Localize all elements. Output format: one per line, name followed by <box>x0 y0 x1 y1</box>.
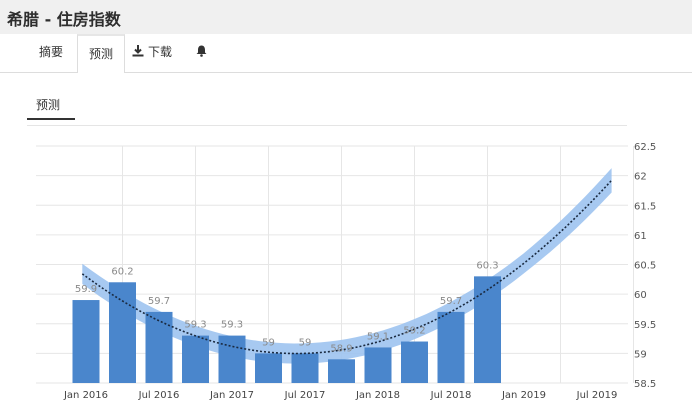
bar-2018Q3 <box>437 311 465 383</box>
bar-2017Q1 <box>218 335 246 383</box>
tab-download-label: 下载 <box>148 45 173 59</box>
subtab-forecast[interactable]: 预测 <box>36 98 61 112</box>
y-tick-label-2: 59.5 <box>634 320 656 331</box>
bell-icon <box>196 45 207 57</box>
bar-2018Q4 <box>474 276 501 383</box>
bar-2018Q1 <box>364 347 392 383</box>
trend-line-path <box>81 179 613 355</box>
data-label-2016Q2: 60.2 <box>111 266 133 277</box>
x-tick-label-1: Jul 2016 <box>138 390 180 401</box>
x-tick-label-3: Jul 2017 <box>284 390 326 401</box>
x-tick-label-5: Jul 2018 <box>430 390 472 401</box>
bar-2016Q3 <box>145 311 173 383</box>
data-label-2016Q1: 59.9 <box>75 284 97 295</box>
y-tick-label-1: 59 <box>634 349 647 360</box>
data-label-2017Q4: 58.9 <box>330 343 352 354</box>
data-label-2018Q4: 60.3 <box>476 260 498 271</box>
x-tick-label-0: Jan 2016 <box>63 390 108 401</box>
y-axis-ticks: 58.5 59 59.5 60 60.5 61 61.5 62 62.5 <box>634 142 656 390</box>
subtab-underline <box>27 118 75 120</box>
x-tick-label-2: Jan 2017 <box>209 390 254 401</box>
bar-2016Q1 <box>72 300 100 383</box>
trend-line <box>81 179 613 355</box>
tab-summary-label: 摘要 <box>39 45 64 59</box>
tab-bar: 摘要 预测 下载 <box>0 34 692 73</box>
subtab-divider <box>27 125 627 126</box>
data-label-2016Q4: 59.3 <box>184 320 206 331</box>
x-tick-label-7: Jul 2019 <box>576 390 618 401</box>
y-tick-label-4: 60.5 <box>634 261 656 272</box>
data-label-2018Q3: 59.7 <box>440 296 462 307</box>
x-tick-label-6: Jan 2019 <box>501 390 546 401</box>
y-tick-label-0: 58.5 <box>634 379 656 390</box>
tab-alert[interactable] <box>196 34 216 72</box>
data-label-2018Q1: 59.1 <box>367 331 389 342</box>
data-labels: 59.9 60.2 59.7 59.3 59.3 59 59 58.9 59.1 59.2 59.7… <box>75 260 499 354</box>
bar-2016Q4 <box>182 335 209 383</box>
bar-2018Q2 <box>401 341 428 383</box>
y-tick-label-7: 62 <box>634 172 647 183</box>
y-tick-label-6: 61.5 <box>634 201 656 212</box>
y-tick-label-3: 60 <box>634 290 647 301</box>
download-icon <box>132 45 144 57</box>
x-tick-label-4: Jan 2018 <box>355 390 400 401</box>
bar-2016Q2 <box>109 282 136 383</box>
tab-forecast[interactable]: 预测 <box>77 34 125 73</box>
bar-2017Q2 <box>255 353 282 383</box>
page-title: 希腊 - 住房指数 <box>7 10 121 29</box>
data-label-2017Q2: 59 <box>262 337 275 348</box>
x-axis-ticks: Jan 2016 Jul 2016 Jan 2017 Jul 2017 Jan 2018… <box>63 390 617 401</box>
data-label-2016Q3: 59.7 <box>148 296 170 307</box>
tab-summary[interactable]: 摘要 <box>27 34 73 72</box>
y-tick-label-8: 62.5 <box>634 142 656 153</box>
y-tick-label-5: 61 <box>634 231 647 242</box>
tab-download[interactable]: 下载 <box>132 34 188 72</box>
data-label-2017Q1: 59.3 <box>221 320 243 331</box>
chart-bars <box>72 276 501 383</box>
data-label-2018Q2: 59.2 <box>403 326 425 337</box>
bar-2017Q3 <box>291 353 319 383</box>
data-label-2017Q3: 59 <box>299 337 312 348</box>
bar-2017Q4 <box>328 359 355 383</box>
tab-forecast-label: 预测 <box>89 47 114 61</box>
